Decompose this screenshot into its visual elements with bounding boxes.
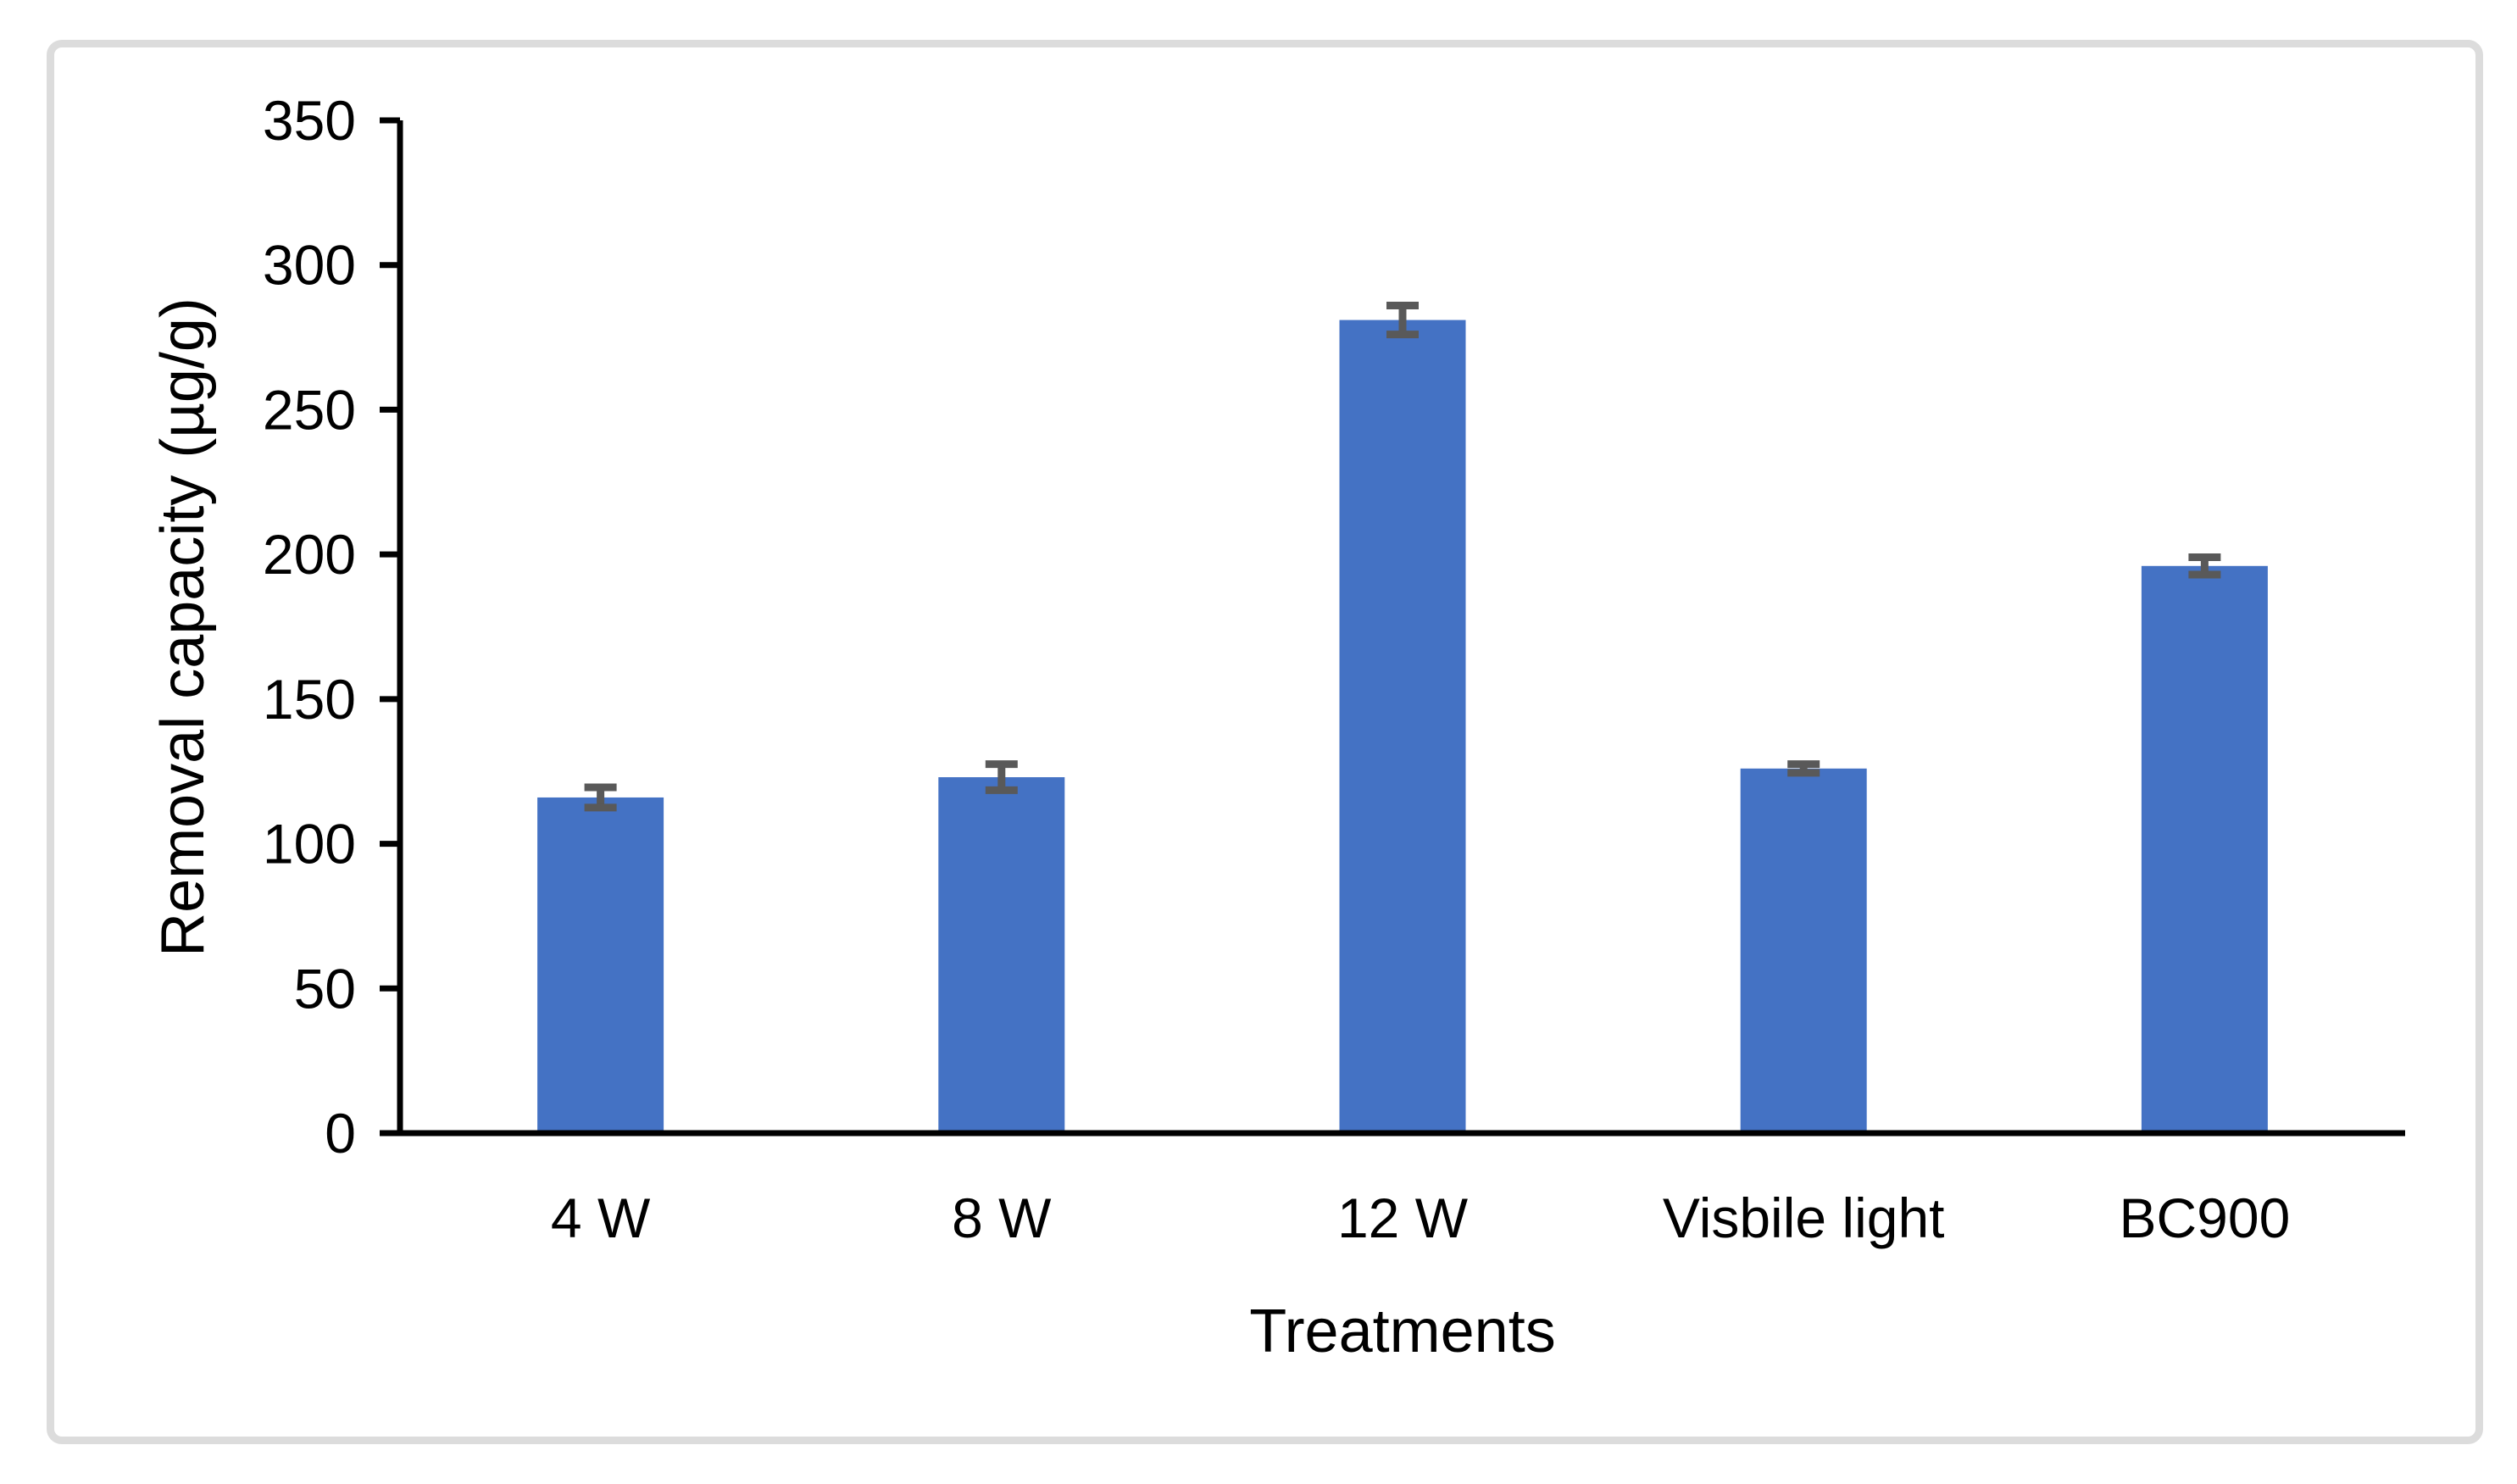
y-axis-title: Removal capacity (µg/g) [149,297,217,957]
x-category-label: Visbile light [1663,1187,1945,1249]
x-category-label: 8 W [952,1187,1052,1249]
bar [938,777,1065,1133]
figure-frame [47,40,2483,1444]
bar [1339,320,1466,1134]
y-tick-label: 150 [263,668,356,731]
bar [1740,768,1867,1133]
x-category-label: 4 W [551,1187,651,1249]
y-tick-label: 50 [294,957,356,1020]
bar [537,797,664,1133]
bar [2141,565,2268,1133]
y-tick-label: 350 [263,89,356,152]
y-tick-label: 300 [263,234,356,297]
x-category-label: 12 W [1337,1187,1469,1249]
y-tick-label: 250 [263,378,356,441]
y-tick-label: 100 [263,813,356,875]
y-tick-label: 0 [325,1102,356,1164]
x-category-label: BC900 [2119,1187,2290,1249]
chart-plot-area: 0 50 100 150 200 250 300 350 4 W 8 W 12 W Visbile l… [263,89,2405,1249]
x-axis-title: Treatments [1249,1298,1555,1365]
y-tick-label: 200 [263,523,356,586]
